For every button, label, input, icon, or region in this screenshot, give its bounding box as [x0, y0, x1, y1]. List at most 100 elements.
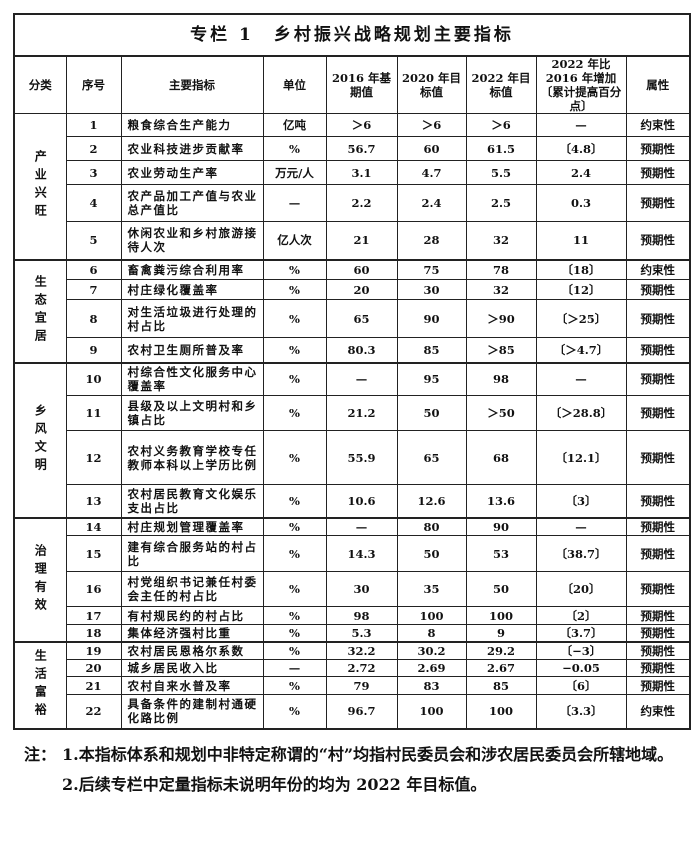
value-2016-cell: 10.6 — [325, 484, 398, 518]
indicator-cell: 集体经济强村比重 — [120, 624, 264, 642]
unit-cell: % — [262, 484, 327, 518]
unit-cell: 亿吨 — [262, 113, 327, 137]
unit-cell: % — [262, 337, 327, 363]
increase-cell: 〔＞28.8〕 — [535, 395, 627, 431]
increase-cell: 2.4 — [535, 160, 627, 185]
serial-cell: 22 — [65, 694, 122, 729]
value-2022-cell: 100 — [465, 606, 537, 625]
increase-cell: 〔18〕 — [535, 258, 627, 280]
value-2020-cell: 80 — [396, 516, 467, 536]
increase-cell: 〔38.7〕 — [535, 535, 627, 572]
attribute-cell: 预期性 — [625, 299, 691, 338]
value-2022-cell: 2.5 — [465, 184, 537, 222]
value-2022-cell: 100 — [465, 694, 537, 729]
unit-cell: — — [262, 659, 327, 677]
value-2022-cell: 29.2 — [465, 640, 537, 660]
indicator-cell: 农业科技进步贡献率 — [120, 136, 264, 161]
attribute-cell: 预期性 — [625, 337, 691, 363]
unit-cell: % — [262, 361, 327, 396]
value-2016-cell: 55.9 — [325, 430, 398, 485]
category-cell: 乡风文明 — [13, 361, 67, 518]
value-2016-cell: 3.1 — [325, 160, 398, 185]
value-2016-cell: ＞6 — [325, 113, 398, 137]
indicator-cell: 村庄规划管理覆盖率 — [120, 516, 264, 536]
indicator-cell: 有村规民约的村占比 — [120, 606, 264, 625]
serial-cell: 4 — [65, 184, 122, 222]
column-header: 2022 年比 2016 年增加〔累计提高百分点〕 — [535, 55, 627, 114]
value-2022-cell: 13.6 — [465, 484, 537, 518]
value-2016-cell: 79 — [325, 676, 398, 695]
unit-cell: % — [262, 624, 327, 642]
indicator-cell: 村综合性文化服务中心覆盖率 — [120, 361, 264, 396]
indicator-cell: 畜禽粪污综合利用率 — [120, 258, 264, 280]
value-2022-cell: 85 — [465, 676, 537, 695]
indicator-cell: 村庄绿化覆盖率 — [120, 279, 264, 300]
column-header: 单位 — [262, 55, 327, 114]
value-2020-cell: 90 — [396, 299, 467, 338]
table-row: 22 具备条件的建制村通硬化路比例% 96.7 100 100 〔3.3〕 约束性 — [14, 694, 691, 729]
column-header: 2020 年目标值 — [396, 55, 467, 114]
table-row: 17 有村规民约的村占比% 98 100 100 〔2〕 预期性 — [14, 606, 691, 625]
value-2022-cell: 5.5 — [465, 160, 537, 185]
value-2022-cell: 68 — [465, 430, 537, 485]
unit-cell: % — [262, 136, 327, 161]
value-2020-cell: ＞6 — [396, 113, 467, 137]
serial-cell: 7 — [65, 279, 122, 300]
indicator-cell: 城乡居民收入比 — [120, 659, 264, 677]
increase-cell: 〔12〕 — [535, 279, 627, 300]
serial-cell: 1 — [65, 113, 122, 137]
value-2020-cell: 35 — [396, 571, 467, 607]
table-row: 8 对生活垃圾进行处理的村占比% 65 90 ＞90 〔＞25〕 预期性 — [14, 299, 691, 338]
value-2016-cell: 32.2 — [325, 640, 398, 660]
value-2016-cell: 98 — [325, 606, 398, 625]
unit-cell: % — [262, 395, 327, 431]
attribute-cell: 预期性 — [625, 184, 691, 222]
serial-cell: 5 — [65, 221, 122, 260]
unit-cell: % — [262, 299, 327, 338]
value-2020-cell: 85 — [396, 337, 467, 363]
increase-cell: 〔6〕 — [535, 676, 627, 695]
attribute-cell: 预期性 — [625, 395, 691, 431]
attribute-cell: 预期性 — [625, 535, 691, 572]
value-2020-cell: 12.6 — [396, 484, 467, 518]
table-row: 2 农业科技进步贡献率% 56.7 60 61.5 〔4.8〕 预期性 — [14, 136, 691, 161]
serial-cell: 15 — [65, 535, 122, 572]
table-title: 专栏 1 乡村振兴战略规划主要指标 — [13, 13, 691, 57]
unit-cell: % — [262, 676, 327, 695]
table-row: 13 农村居民教育文化娱乐支出占比% 10.6 12.6 13.6 〔3〕 预期性 — [14, 484, 691, 518]
serial-cell: 3 — [65, 160, 122, 185]
value-2020-cell: 83 — [396, 676, 467, 695]
unit-cell: — — [262, 184, 327, 222]
column-header: 属性 — [625, 55, 691, 114]
indicator-cell: 农村自来水普及率 — [120, 676, 264, 695]
attribute-cell: 预期性 — [625, 136, 691, 161]
value-2020-cell: 50 — [396, 395, 467, 431]
attribute-cell: 预期性 — [625, 676, 691, 695]
table-row: 7 村庄绿化覆盖率% 20 30 32 〔12〕 预期性 — [14, 279, 691, 300]
indicator-cell: 村党组织书记兼任村委会主任的村占比 — [120, 571, 264, 607]
table-row: 乡风文明 10 村综合性文化服务中心覆盖率% —95 98— 预期性 — [13, 361, 691, 518]
value-2022-cell: 53 — [465, 535, 537, 572]
value-2020-cell: 8 — [396, 624, 467, 642]
table-row: 生态宜居 6 畜禽粪污综合利用率% 60 75 78 〔18〕 约束性 — [13, 258, 691, 363]
value-2022-cell: 2.67 — [465, 659, 537, 677]
attribute-cell: 预期性 — [625, 640, 691, 660]
column-header: 2016 年基期值 — [325, 55, 398, 114]
value-2020-cell: 28 — [396, 221, 467, 260]
category-cell: 产业兴旺 — [13, 113, 67, 260]
table-row: 4 农产品加工产值与农业总产值比 —2.2 2.4 2.5 0.3 预期性 — [14, 184, 691, 222]
value-2020-cell: 2.69 — [396, 659, 467, 677]
value-2016-cell: 5.3 — [325, 624, 398, 642]
value-2016-cell: 56.7 — [325, 136, 398, 161]
value-2022-cell: 61.5 — [465, 136, 537, 161]
value-2022-cell: 32 — [465, 279, 537, 300]
indicator-cell: 农产品加工产值与农业总产值比 — [120, 184, 264, 222]
increase-cell: 〔12.1〕 — [535, 430, 627, 485]
increase-cell: 〔20〕 — [535, 571, 627, 607]
serial-cell: 10 — [65, 361, 122, 396]
serial-cell: 18 — [65, 624, 122, 642]
serial-cell: 2 — [65, 136, 122, 161]
value-2022-cell: ＞90 — [465, 299, 537, 338]
increase-cell: 〔−3〕 — [535, 640, 627, 660]
attribute-cell: 预期性 — [625, 430, 691, 485]
